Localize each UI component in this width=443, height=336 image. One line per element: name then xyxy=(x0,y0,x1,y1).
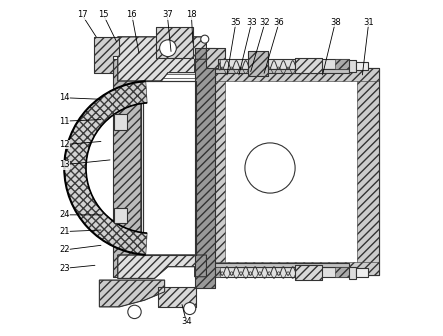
Bar xyxy=(143,81,196,255)
Bar xyxy=(141,78,198,258)
Text: 32: 32 xyxy=(260,18,270,27)
Bar xyxy=(114,208,127,223)
Circle shape xyxy=(128,305,141,319)
Bar xyxy=(195,47,215,289)
Bar xyxy=(295,57,322,73)
Bar xyxy=(295,265,322,280)
Text: 22: 22 xyxy=(59,246,70,254)
Polygon shape xyxy=(118,37,206,81)
Polygon shape xyxy=(64,81,147,255)
Text: 23: 23 xyxy=(59,264,70,273)
Bar xyxy=(335,59,349,69)
Bar xyxy=(156,28,193,57)
Circle shape xyxy=(201,35,209,43)
Text: 36: 36 xyxy=(274,18,284,27)
Bar xyxy=(211,68,225,275)
Bar xyxy=(211,68,379,275)
Bar xyxy=(349,267,356,279)
Text: 38: 38 xyxy=(330,18,341,27)
Polygon shape xyxy=(99,280,165,307)
Bar xyxy=(143,81,196,255)
Bar xyxy=(349,60,356,72)
Bar xyxy=(195,47,215,289)
Bar xyxy=(208,59,349,69)
Circle shape xyxy=(159,40,176,56)
Text: 14: 14 xyxy=(59,93,70,102)
Bar xyxy=(156,28,193,57)
Text: 24: 24 xyxy=(59,210,70,219)
Bar xyxy=(335,267,349,277)
Bar xyxy=(113,59,141,277)
Text: 21: 21 xyxy=(59,227,70,236)
Bar xyxy=(208,263,349,267)
Polygon shape xyxy=(206,47,225,68)
Bar xyxy=(208,267,220,277)
Bar xyxy=(158,287,196,307)
Text: 12: 12 xyxy=(59,140,70,149)
Bar xyxy=(208,69,349,73)
Bar xyxy=(140,74,198,262)
Circle shape xyxy=(245,143,295,193)
Polygon shape xyxy=(118,255,206,279)
Bar xyxy=(211,68,379,275)
Bar xyxy=(114,115,127,129)
Bar xyxy=(357,68,379,275)
Bar xyxy=(208,59,220,69)
Text: 35: 35 xyxy=(230,18,241,27)
Bar xyxy=(295,57,322,73)
Text: 13: 13 xyxy=(59,160,70,169)
Bar xyxy=(248,51,268,76)
Circle shape xyxy=(184,302,196,314)
Bar xyxy=(208,267,349,277)
Text: 34: 34 xyxy=(181,318,192,326)
Bar xyxy=(248,51,268,76)
Text: 15: 15 xyxy=(98,10,109,19)
Bar xyxy=(113,59,141,277)
Text: 37: 37 xyxy=(162,10,173,19)
Bar xyxy=(295,265,322,280)
Text: 18: 18 xyxy=(186,10,197,19)
Polygon shape xyxy=(94,37,120,73)
Bar xyxy=(158,287,196,307)
Bar xyxy=(211,262,379,275)
Text: 33: 33 xyxy=(246,18,257,27)
Bar xyxy=(356,62,368,70)
Text: 16: 16 xyxy=(127,10,137,19)
Text: 11: 11 xyxy=(59,117,70,126)
Bar xyxy=(356,268,368,277)
Bar xyxy=(211,68,379,81)
Text: 17: 17 xyxy=(77,10,87,19)
Text: 31: 31 xyxy=(363,18,374,27)
